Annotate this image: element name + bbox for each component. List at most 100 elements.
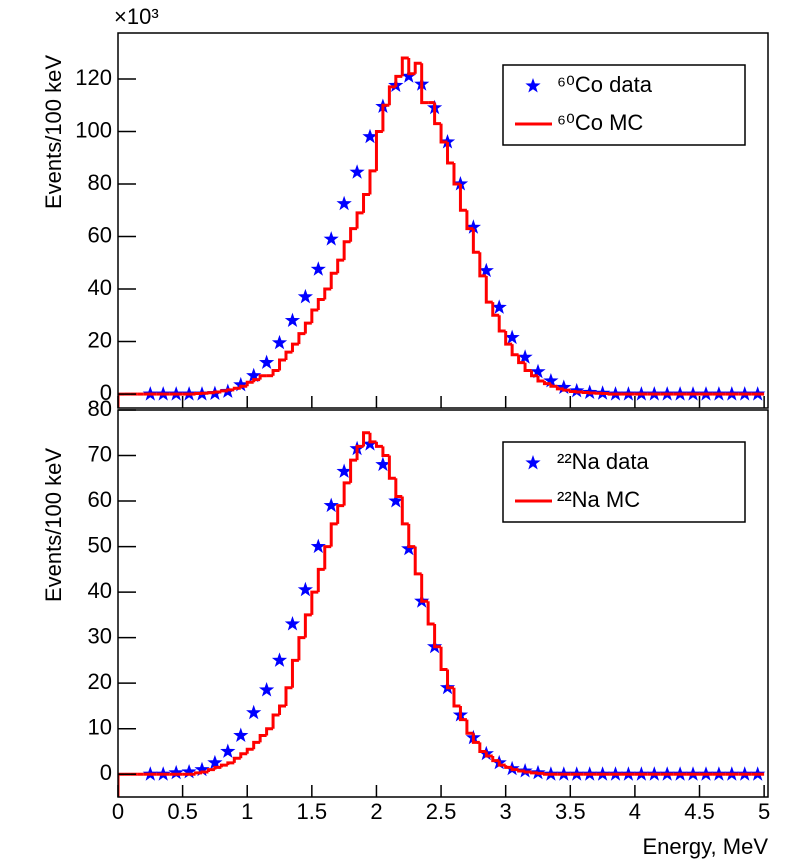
legend-label: ⁶⁰Co MC [557, 110, 643, 135]
x-tick-label: 0.5 [167, 799, 198, 824]
y-tick-label: 80 [88, 396, 112, 421]
data-star [284, 312, 301, 327]
histogram-step [465, 210, 474, 231]
histogram-step [278, 704, 286, 716]
histogram-step [336, 504, 345, 524]
histogram-step [407, 523, 416, 549]
x-tick-label: 3 [500, 799, 512, 824]
data-star [220, 743, 236, 758]
histogram-step [265, 727, 274, 736]
histogram-step [484, 275, 493, 304]
plot-area [118, 431, 766, 797]
histogram-step [219, 763, 228, 768]
data-star [336, 195, 352, 211]
data-star [297, 288, 313, 304]
y-tick-label: 70 [88, 441, 112, 466]
histogram-step [258, 734, 267, 743]
x-tick-label: 3.5 [555, 799, 586, 824]
y-tick-label: 100 [75, 117, 112, 142]
legend-label: ²²Na MC [557, 487, 640, 512]
histogram-step [581, 391, 590, 395]
histogram-step [342, 240, 351, 261]
histogram-step [206, 391, 215, 395]
data-star [452, 176, 469, 191]
frame [117, 32, 769, 409]
y-tick-label: 40 [88, 578, 112, 603]
histogram-step [355, 444, 364, 461]
y-tick-label: 20 [88, 669, 112, 694]
histogram-step [497, 315, 506, 333]
legend-label: ²²Na data [557, 449, 649, 474]
histogram-step [362, 193, 370, 213]
histogram-step [491, 302, 500, 317]
x-tick-label: 4.5 [684, 799, 715, 824]
histogram-step [465, 719, 474, 735]
y-tick-label: 10 [88, 715, 112, 740]
histogram-step [420, 573, 429, 603]
histogram-step [523, 770, 532, 774]
data-star [517, 349, 533, 364]
x-tick-label: 4 [629, 799, 641, 824]
histogram-step [297, 636, 306, 661]
histogram-step [542, 772, 551, 776]
histogram-step [491, 756, 500, 763]
histogram-step [381, 446, 390, 458]
data-star [284, 616, 301, 631]
x-tick-label: 0 [112, 799, 124, 824]
histogram-step [478, 252, 487, 278]
histogram-step [271, 713, 280, 729]
data-star [310, 538, 326, 554]
histogram-step [497, 760, 506, 767]
data-star [556, 379, 572, 394]
histogram-step [568, 389, 577, 393]
histogram-step [446, 669, 454, 690]
histogram-step [226, 761, 235, 766]
histogram-step [258, 374, 267, 380]
data-star [271, 334, 288, 350]
data-star [323, 497, 339, 513]
histogram-step [118, 392, 125, 408]
data-star [233, 376, 249, 392]
histogram-step [387, 85, 396, 106]
data-star [246, 367, 262, 383]
data-star [233, 727, 249, 742]
data-star [401, 540, 417, 556]
histogram-step [426, 601, 435, 626]
data-star [388, 493, 404, 508]
histogram-step [271, 368, 280, 376]
histogram-step [433, 102, 442, 126]
histogram-step [407, 57, 416, 76]
data-star [207, 754, 223, 770]
histogram-step [245, 380, 254, 387]
histogram-step [562, 388, 571, 392]
histogram-step [530, 771, 538, 775]
histogram-step [471, 733, 480, 744]
histogram-step [349, 458, 358, 483]
histogram-step [549, 383, 558, 388]
histogram-step [194, 771, 202, 775]
y-tick-label: 30 [88, 623, 112, 648]
x-tick-label: 1.5 [297, 799, 328, 824]
histogram-step [310, 308, 319, 324]
histogram-step [194, 392, 202, 396]
histogram-step [374, 441, 383, 448]
x-tick-label: 5 [758, 799, 770, 824]
y-tick-label: 0 [100, 380, 112, 405]
histogram-step [245, 747, 254, 754]
histogram-step [439, 123, 448, 144]
x-tick-label: 2.5 [426, 799, 457, 824]
histogram-step [374, 129, 383, 171]
histogram-step [239, 752, 248, 759]
y-tick-label: 60 [88, 222, 112, 247]
data-star [504, 329, 520, 345]
histogram-step [213, 765, 222, 770]
histogram-step [542, 380, 551, 386]
histogram-step [226, 388, 235, 392]
histogram-step [452, 162, 461, 186]
histogram-step [349, 227, 358, 242]
histogram-step [310, 590, 319, 615]
histogram-step [206, 768, 215, 772]
data-star [362, 128, 378, 144]
data-star [375, 456, 391, 472]
